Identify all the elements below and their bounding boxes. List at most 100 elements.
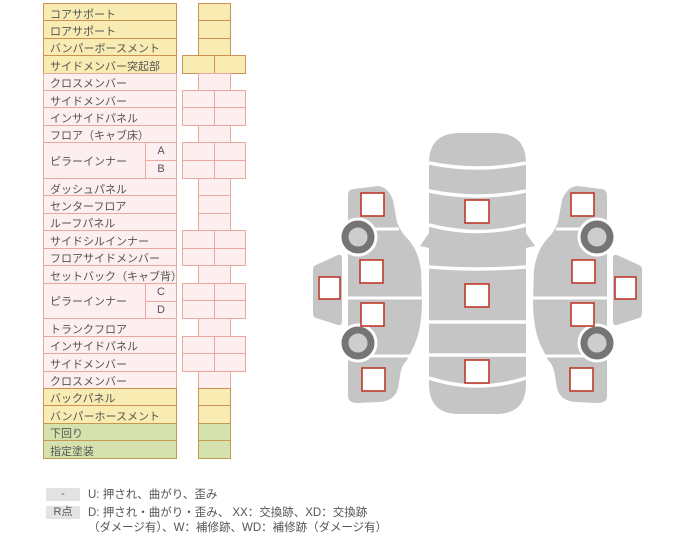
car-diagram [313, 133, 660, 414]
table-row-18: サイドメンバー [43, 353, 246, 372]
damage-cell-row [198, 178, 231, 197]
legend-row-1: R点 D: 押され・曲がり・歪み、 XX：交換跡、XD：交換跡 （ダメージ有）、W… [46, 506, 387, 535]
damage-cell[interactable] [182, 142, 215, 162]
damage-cell[interactable] [198, 265, 231, 284]
damage-cell[interactable] [182, 353, 215, 372]
damage-checkbox[interactable] [360, 302, 385, 327]
legend: - U: 押され、曲がり、歪み R点 D: 押され・曲がり・歪み、 XX：交換跡、XD… [46, 488, 387, 535]
part-label: ロアサポート [43, 20, 177, 39]
damage-cell-row [182, 107, 246, 126]
damage-cell[interactable] [213, 107, 246, 126]
mirror-wing [420, 233, 429, 248]
part-label: バックパネル [43, 387, 177, 407]
table-row-22: 下回り [43, 422, 246, 442]
damage-checkbox[interactable] [464, 199, 490, 224]
damage-cell-row [182, 90, 246, 109]
damage-cell-row [198, 72, 231, 92]
pillar-sub-label: C [145, 282, 177, 302]
part-label: センターフロア [43, 195, 177, 214]
damage-cell[interactable] [198, 3, 231, 22]
damage-cell[interactable] [182, 230, 215, 249]
damage-cell-stack [182, 142, 246, 180]
damage-cell[interactable] [213, 230, 246, 249]
damage-cell[interactable] [182, 107, 215, 126]
damage-checkbox[interactable] [464, 283, 490, 308]
damage-cell[interactable] [198, 387, 231, 407]
damage-cell-row [198, 318, 231, 337]
damage-cell[interactable] [213, 335, 246, 355]
damage-cell[interactable] [198, 318, 231, 337]
damage-cell[interactable] [213, 160, 246, 180]
damage-cell[interactable] [198, 37, 231, 57]
damage-cell-row [198, 37, 231, 57]
table-row-16: トランクフロア [43, 318, 246, 337]
damage-cell[interactable] [182, 90, 215, 109]
damage-cell[interactable] [198, 405, 231, 424]
damage-cell[interactable] [213, 353, 246, 372]
divider [428, 265, 527, 271]
pillar-sub-label: B [145, 160, 177, 180]
mirror-wing [526, 233, 535, 248]
table-row-6: インサイドパネル [43, 107, 246, 126]
damage-cell[interactable] [198, 370, 231, 389]
damage-checkbox[interactable] [361, 367, 386, 392]
damage-cell[interactable] [213, 90, 246, 109]
damage-cell[interactable] [198, 195, 231, 214]
part-label: セットバック（キャブ背） [43, 265, 177, 284]
table-row-4: クロスメンバー [43, 72, 246, 92]
part-label: バンパーボースメント [43, 37, 177, 57]
table-row-10: センターフロア [43, 195, 246, 214]
damage-cell[interactable] [182, 55, 215, 74]
part-label: インサイドパネル [43, 107, 177, 126]
damage-cell[interactable] [213, 142, 246, 162]
damage-cell[interactable] [213, 247, 246, 267]
table-row-2: バンパーボースメント [43, 37, 246, 57]
pillar-sub-label: A [145, 142, 177, 162]
damage-cell[interactable] [198, 212, 231, 232]
damage-cell-stack [182, 282, 246, 320]
damage-cell[interactable] [198, 124, 231, 144]
table-row-0: コアサポート [43, 3, 246, 22]
damage-cell[interactable] [182, 247, 215, 267]
damage-cell[interactable] [182, 300, 215, 320]
damage-cell[interactable] [198, 422, 231, 442]
damage-checkbox[interactable] [360, 192, 385, 217]
table-row-13: フロアサイドメンバー [43, 247, 246, 267]
part-label: インサイドパネル [43, 335, 177, 355]
legend-row-0: - U: 押され、曲がり、歪み [46, 488, 387, 503]
legend-badge: - [46, 488, 80, 501]
damage-cell[interactable] [198, 178, 231, 197]
part-label: フロア（キャブ床） [43, 124, 177, 144]
damage-checkbox[interactable] [464, 359, 490, 384]
divider [428, 189, 527, 198]
damage-cell[interactable] [182, 282, 215, 302]
part-label: トランクフロア [43, 318, 177, 337]
car-side-left-icon [313, 186, 422, 403]
car-side-right-icon [533, 186, 642, 403]
damage-cell-row [198, 422, 231, 442]
damage-cell-row [182, 247, 246, 267]
damage-checkbox[interactable] [359, 259, 384, 284]
damage-cell[interactable] [213, 282, 246, 302]
part-label: 指定塗装 [43, 440, 177, 459]
wheel-icon [341, 326, 375, 360]
part-label: ピラーインナー [43, 282, 146, 320]
damage-cell[interactable] [213, 300, 246, 320]
table-row-15: ピラーインナー C D [43, 282, 246, 320]
damage-cell[interactable] [198, 20, 231, 39]
damage-cell[interactable] [213, 55, 246, 74]
damage-checkbox[interactable] [318, 276, 341, 300]
damage-cell[interactable] [198, 72, 231, 92]
table-row-14: セットバック（キャブ背） [43, 265, 246, 284]
part-label-group: ピラーインナー C D [43, 282, 177, 320]
damage-cell[interactable] [198, 440, 231, 459]
damage-cell-row [198, 124, 231, 144]
table-row-20: バックパネル [43, 387, 246, 407]
divider [428, 161, 527, 170]
damage-cell[interactable] [182, 335, 215, 355]
table-row-9: ダッシュパネル [43, 178, 246, 197]
damage-cell-row [198, 387, 231, 407]
damage-cell[interactable] [182, 160, 215, 180]
